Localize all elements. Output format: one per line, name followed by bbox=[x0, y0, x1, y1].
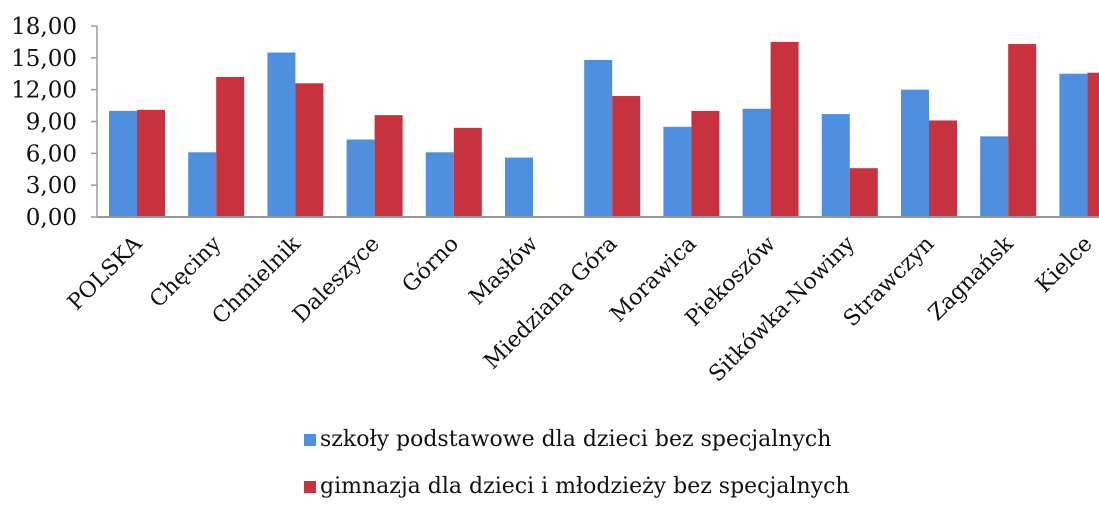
legend-item-series-1: szkoły podstawowe dla dzieci bez specjal… bbox=[304, 427, 1084, 453]
x-tick-label: POLSKA bbox=[63, 231, 148, 316]
bar-szkoly bbox=[188, 152, 217, 217]
legend-item-series-2: gimnazja dla dzieci i młodzieży bez spec… bbox=[304, 474, 1084, 500]
y-tick-label: 3,00 bbox=[26, 173, 77, 199]
x-tick-label: Chęciny bbox=[145, 231, 227, 313]
y-tick-label: 12,00 bbox=[11, 78, 77, 104]
legend-swatch-series-2 bbox=[304, 481, 316, 493]
bar-gimnazja bbox=[929, 120, 957, 217]
bar-szkoly bbox=[742, 108, 771, 217]
legend-label-series-1: szkoły podstawowe dla dzieci bez specjal… bbox=[320, 427, 832, 452]
y-axis: 0,00 3,00 6,00 9,00 12,00 15,00 18,00 bbox=[11, 14, 98, 231]
bar-szkoly bbox=[109, 110, 137, 217]
bar-gimnazja bbox=[374, 115, 403, 217]
bar-gimnazja bbox=[849, 168, 878, 217]
bar-gimnazja bbox=[216, 76, 245, 217]
bar-gimnazja bbox=[1087, 72, 1099, 217]
bar-gimnazja bbox=[453, 127, 482, 217]
legend-label-series-2: gimnazja dla dzieci i młodzieży bez spec… bbox=[320, 474, 850, 499]
y-tick-label: 6,00 bbox=[26, 141, 77, 167]
y-tick-label: 18,00 bbox=[11, 14, 77, 40]
bar-gimnazja bbox=[612, 96, 641, 217]
x-tick-label: Miedziana Góra bbox=[480, 232, 623, 375]
bar-szkoly bbox=[980, 136, 1009, 217]
x-tick-label: Masłów bbox=[465, 231, 544, 310]
legend-swatch-series-1 bbox=[304, 434, 316, 446]
bar-szkoly bbox=[901, 89, 929, 217]
y-tick-label: 9,00 bbox=[26, 110, 77, 136]
bar-szkoly bbox=[425, 152, 454, 217]
x-tick-label: Daleszyce bbox=[288, 232, 384, 328]
bar-gimnazja bbox=[1008, 44, 1037, 218]
bar-szkoly bbox=[663, 126, 692, 217]
bar-gimnazja bbox=[691, 110, 720, 217]
bar-gimnazja bbox=[770, 41, 799, 217]
bars bbox=[109, 41, 1099, 218]
y-tick-label: 0,00 bbox=[26, 205, 77, 231]
bar-gimnazja bbox=[295, 83, 324, 217]
x-tick-label: Zagnańsk bbox=[924, 231, 1019, 326]
bar-szkoly bbox=[267, 52, 296, 218]
bar-gimnazja bbox=[137, 109, 165, 217]
bar-szkoly bbox=[1059, 73, 1088, 217]
x-tick-label: Sitkówka-Nowiny bbox=[704, 231, 860, 387]
bar-szkoly bbox=[821, 114, 850, 217]
y-tick-label: 15,00 bbox=[11, 46, 77, 72]
x-tick-label: Kielce bbox=[1031, 232, 1097, 298]
bar-szkoly bbox=[346, 139, 375, 217]
x-tick-label: Górno bbox=[398, 232, 464, 298]
bar-szkoly bbox=[505, 157, 533, 217]
bar-szkoly bbox=[584, 59, 613, 218]
